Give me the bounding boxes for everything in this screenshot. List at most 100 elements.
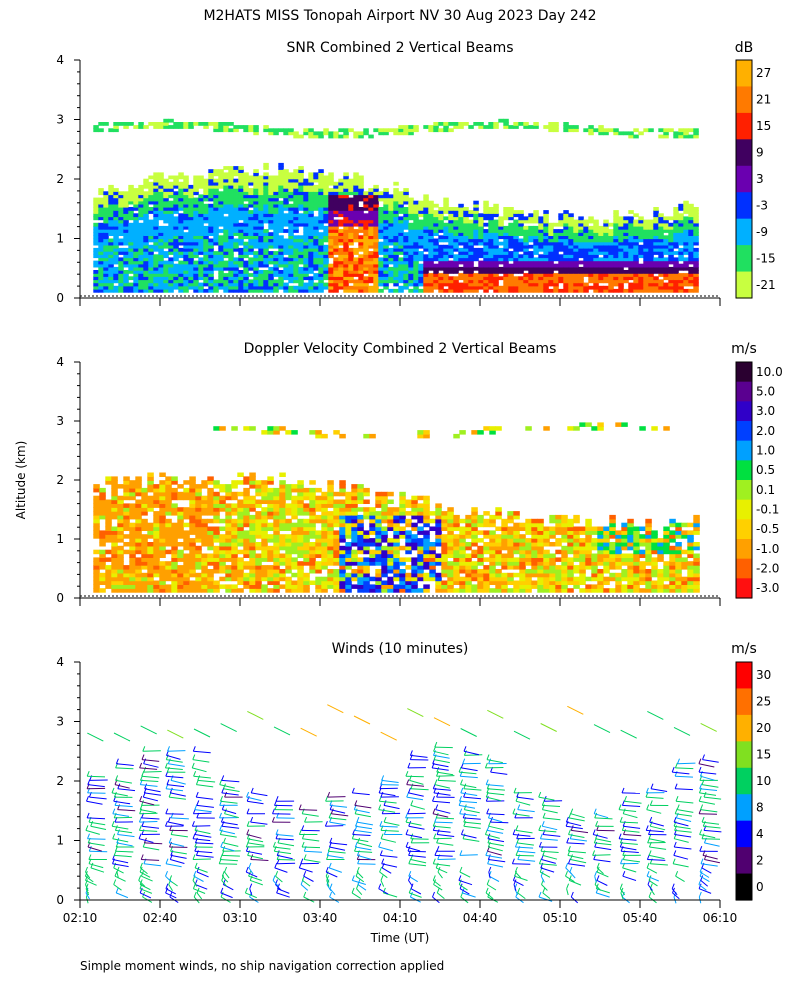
snr-cell bbox=[563, 235, 569, 240]
snr-cell bbox=[253, 207, 259, 211]
snr-cell bbox=[383, 276, 389, 281]
snr-cell bbox=[298, 194, 304, 199]
doppler-cell bbox=[129, 514, 136, 520]
doppler-cell bbox=[357, 538, 364, 543]
snr-cell bbox=[223, 219, 229, 224]
doppler-cell bbox=[177, 526, 184, 531]
doppler-cell bbox=[177, 530, 184, 535]
snr-cell bbox=[298, 207, 304, 211]
doppler-cell bbox=[117, 530, 124, 535]
snr-cell bbox=[408, 229, 414, 233]
snr-cell bbox=[563, 232, 569, 236]
snr-cell bbox=[483, 285, 489, 290]
snr-cell bbox=[583, 232, 589, 236]
snr-cell bbox=[448, 266, 454, 271]
doppler-cell bbox=[213, 491, 220, 497]
snr-cell bbox=[593, 238, 599, 243]
snr-cell bbox=[138, 238, 144, 243]
doppler-cell bbox=[117, 565, 124, 570]
snr-cell bbox=[528, 244, 534, 249]
snr-cell bbox=[453, 279, 459, 284]
snr-cell bbox=[593, 260, 599, 265]
snr-cell bbox=[533, 241, 539, 246]
doppler-cell bbox=[207, 518, 214, 524]
snr-cell bbox=[263, 128, 269, 133]
snr-cell bbox=[583, 263, 589, 268]
doppler-cell bbox=[183, 580, 190, 585]
snr-cell bbox=[168, 229, 174, 233]
snr-units: dB bbox=[735, 40, 754, 56]
snr-cell bbox=[133, 235, 139, 240]
snr-cell bbox=[308, 134, 314, 139]
snr-cell bbox=[498, 247, 504, 252]
snr-cell bbox=[128, 191, 134, 196]
snr-cell bbox=[453, 270, 459, 274]
snr-cell bbox=[463, 207, 469, 211]
snr-cell bbox=[403, 232, 409, 236]
snr-cell bbox=[173, 178, 179, 183]
snr-cell bbox=[508, 229, 514, 233]
snr-cell bbox=[613, 282, 619, 287]
snr-cell bbox=[503, 238, 509, 243]
snr-cell bbox=[518, 288, 524, 293]
snr-cell bbox=[138, 285, 144, 290]
doppler-cell bbox=[123, 565, 130, 570]
snr-cell bbox=[328, 213, 334, 218]
snr-cell bbox=[123, 122, 129, 126]
snr-cell bbox=[538, 254, 544, 259]
doppler-cell bbox=[279, 472, 286, 477]
snr-cell bbox=[448, 210, 454, 214]
snr-cell bbox=[388, 213, 394, 218]
snr-cell bbox=[148, 263, 154, 268]
snr-cell bbox=[423, 235, 429, 240]
snr-cell bbox=[253, 175, 259, 180]
snr-cell bbox=[178, 188, 184, 192]
snr-cell bbox=[163, 229, 169, 233]
snr-cell bbox=[93, 254, 99, 259]
snr-cell bbox=[298, 270, 304, 274]
doppler-cell bbox=[327, 584, 334, 589]
snr-cell bbox=[278, 247, 284, 252]
snr-cell bbox=[598, 279, 604, 284]
doppler-cell bbox=[309, 499, 316, 504]
snr-cell bbox=[103, 263, 109, 268]
doppler-cell bbox=[123, 476, 130, 481]
snr-cell bbox=[383, 131, 389, 136]
snr-cell bbox=[213, 194, 219, 199]
snr-cell bbox=[143, 207, 149, 211]
doppler-cell bbox=[177, 522, 184, 528]
snr-cell bbox=[113, 197, 119, 202]
snr-cell bbox=[483, 282, 489, 287]
doppler-cell bbox=[231, 557, 238, 562]
snr-cell bbox=[288, 266, 294, 271]
snr-cell bbox=[568, 251, 574, 255]
doppler-cell bbox=[213, 561, 220, 566]
snr-cell bbox=[303, 276, 309, 281]
snr-cell bbox=[548, 229, 554, 233]
snr-cell bbox=[633, 266, 639, 271]
doppler-cell bbox=[159, 518, 166, 524]
snr-cell bbox=[188, 122, 194, 126]
snr-cell bbox=[373, 216, 379, 221]
snr-cell bbox=[453, 238, 459, 243]
snr-cell bbox=[273, 282, 279, 287]
snr-cell bbox=[618, 263, 624, 268]
snr-cell bbox=[218, 263, 224, 268]
snr-cell bbox=[118, 219, 124, 224]
doppler-cell bbox=[201, 484, 208, 489]
snr-cell bbox=[358, 273, 364, 277]
snr-cell bbox=[358, 197, 364, 202]
snr-cell bbox=[613, 266, 619, 271]
snr-cell bbox=[438, 213, 444, 218]
snr-cell bbox=[163, 244, 169, 249]
doppler-cell bbox=[291, 526, 298, 531]
snr-cell bbox=[228, 263, 234, 268]
snr-cell bbox=[393, 200, 399, 205]
snr-cell bbox=[178, 282, 184, 287]
snr-cell bbox=[168, 244, 174, 249]
snr-cell bbox=[548, 247, 554, 252]
snr-cell bbox=[513, 260, 519, 265]
doppler-cell bbox=[357, 584, 364, 589]
snr-cell bbox=[98, 282, 104, 287]
doppler-cell bbox=[111, 588, 118, 593]
